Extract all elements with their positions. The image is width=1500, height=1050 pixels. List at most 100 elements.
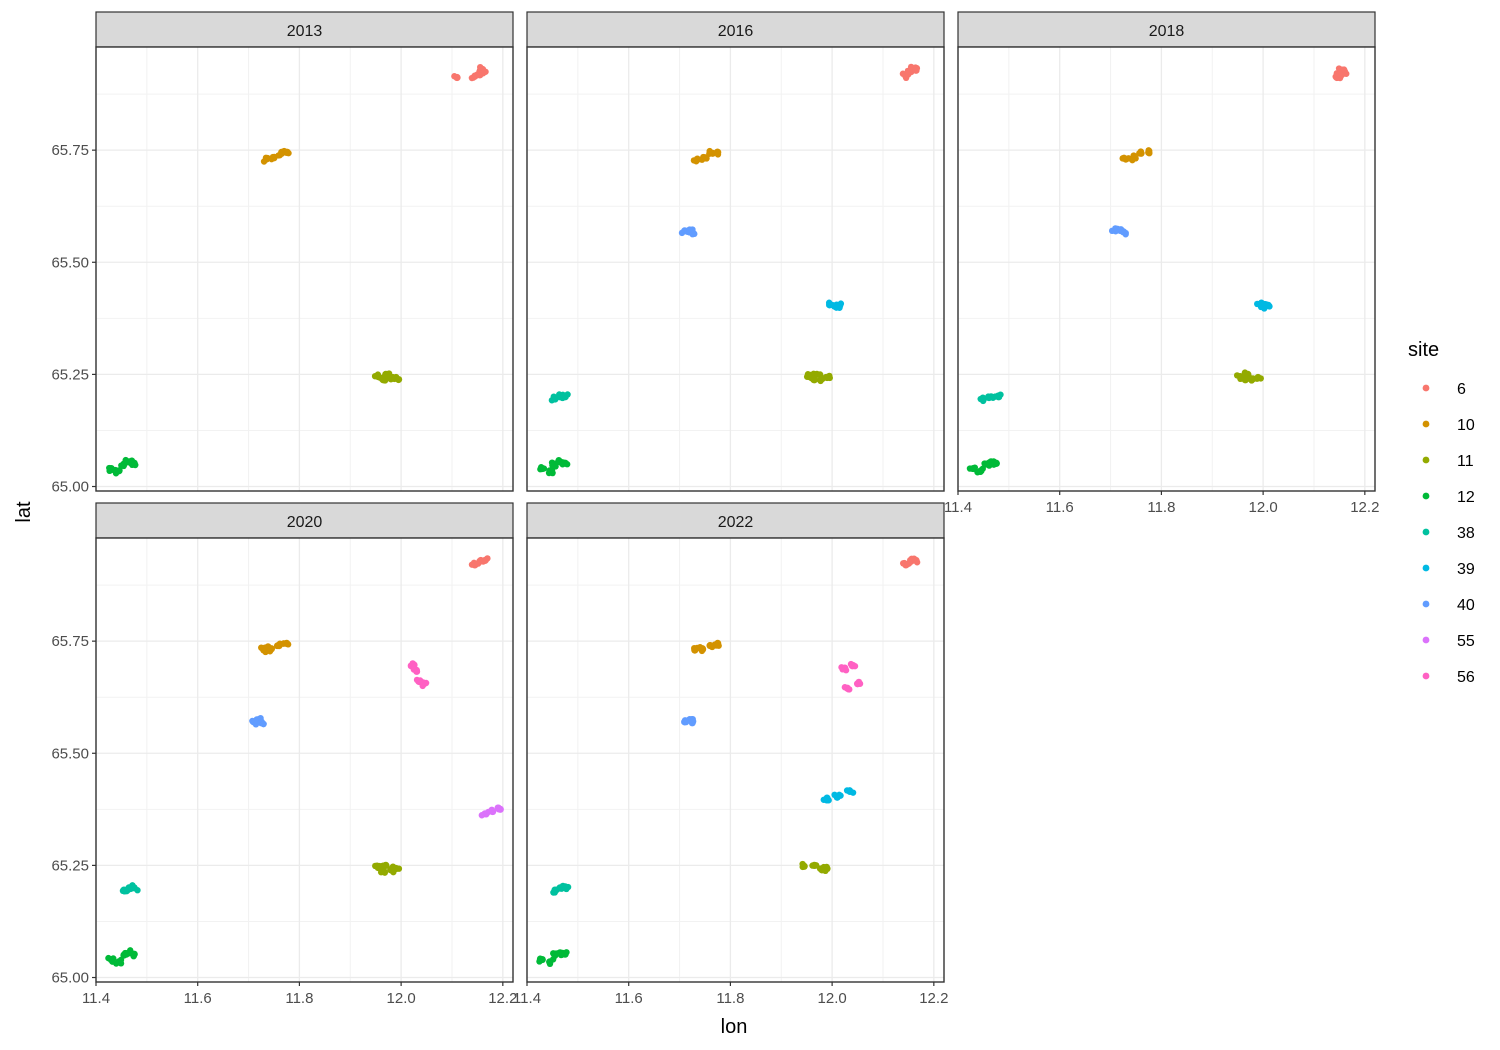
legend-label: 6 <box>1457 381 1466 398</box>
legend-item-55: 55 <box>1422 633 1475 650</box>
data-point-site-10 <box>1130 152 1137 159</box>
panel-background <box>527 47 944 491</box>
y-tick-label: 65.50 <box>51 745 89 762</box>
legend: site 6 10 11 12 38 39 40 55 56 <box>1408 339 1475 686</box>
data-point-site-6 <box>477 63 484 71</box>
data-point-site-12 <box>112 470 120 477</box>
data-point-site-56 <box>838 664 845 671</box>
data-point-site-11 <box>395 376 403 383</box>
facet-strip <box>526 11 945 48</box>
legend-item-38: 38 <box>1422 525 1475 542</box>
data-point-site-6 <box>912 66 920 74</box>
data-point-site-38 <box>979 394 987 401</box>
panel-background <box>527 538 944 982</box>
data-point-site-12 <box>546 958 553 966</box>
data-point-site-56 <box>847 660 855 668</box>
data-point-site-6 <box>453 74 460 81</box>
x-tick-label: 11.4 <box>513 990 541 1007</box>
data-point-site-12 <box>981 460 988 467</box>
data-point-site-12 <box>552 463 559 470</box>
data-point-site-39 <box>843 787 851 794</box>
data-point-site-12 <box>128 457 136 465</box>
legend-item-12: 12 <box>1422 489 1475 506</box>
x-tick-label: 12.0 <box>1249 499 1278 516</box>
panel-background <box>96 47 513 491</box>
facet-strip-label: 2013 <box>287 23 323 40</box>
facet-strip-label: 2022 <box>718 514 754 531</box>
data-point-site-12 <box>122 456 129 464</box>
x-tick-label: 12.0 <box>818 990 847 1007</box>
axes: 65.00 65.25 65.50 65.75 11.4 11.6 11.8 12.0 12.2… <box>51 142 1379 1007</box>
x-tick-label: 11.6 <box>615 990 643 1007</box>
x-tick-label: 12.2 <box>919 990 948 1007</box>
data-point-site-39 <box>1262 301 1269 308</box>
data-point-site-11 <box>812 862 819 869</box>
data-point-site-10 <box>262 154 270 161</box>
x-tick-label: 11.4 <box>82 990 110 1007</box>
data-point-site-10 <box>264 643 272 650</box>
data-point-site-11 <box>826 374 833 382</box>
data-point-site-12 <box>969 465 977 473</box>
data-point-site-10 <box>693 158 700 165</box>
data-point-site-12 <box>131 951 138 958</box>
data-point-site-12 <box>118 462 125 469</box>
data-point-site-12 <box>106 467 113 475</box>
panel-border <box>526 46 945 492</box>
data-point-site-12 <box>113 960 120 967</box>
legend-label: 39 <box>1457 561 1475 578</box>
data-point-site-40 <box>1117 226 1125 233</box>
data-point-site-11 <box>1242 376 1250 383</box>
data-point-site-10 <box>706 150 713 157</box>
data-point-site-39 <box>825 797 832 804</box>
data-point-site-10 <box>284 641 292 648</box>
data-point-site-39 <box>831 791 838 799</box>
facet-strip-label: 2020 <box>287 514 323 531</box>
data-point-site-11 <box>823 863 830 871</box>
legend-title: site <box>1408 339 1439 361</box>
legend-key <box>1422 384 1430 392</box>
y-tick-label: 65.00 <box>51 970 89 987</box>
data-point-site-40 <box>1122 229 1129 237</box>
panel-background <box>96 538 513 982</box>
data-point-site-56 <box>409 660 416 667</box>
data-point-site-39 <box>820 796 827 803</box>
data-point-site-38 <box>985 393 992 400</box>
panel-border <box>95 46 514 492</box>
legend-key <box>1422 528 1430 536</box>
data-point-site-56 <box>846 686 853 693</box>
y-tick-label: 65.50 <box>51 254 89 271</box>
data-point-site-40 <box>688 719 696 726</box>
data-point-site-38 <box>134 887 141 894</box>
data-point-site-12 <box>563 949 570 956</box>
legend-item-6: 6 <box>1422 381 1466 398</box>
y-tick-label: 65.25 <box>51 366 89 383</box>
data-point-site-10 <box>280 640 287 647</box>
data-point-site-12 <box>537 466 544 473</box>
facet-panel-2016: 2016 <box>526 11 945 492</box>
data-point-site-10 <box>714 148 722 156</box>
panel-border <box>957 46 1376 492</box>
legend-key <box>1422 420 1430 428</box>
legend-item-10: 10 <box>1422 417 1475 434</box>
data-point-site-39 <box>836 791 843 799</box>
legend-item-11: 11 <box>1422 453 1474 470</box>
data-point-site-56 <box>856 680 863 687</box>
y-tick-label: 65.75 <box>51 142 89 159</box>
facet-strip <box>957 11 1376 48</box>
data-point-site-12 <box>536 955 544 962</box>
y-tick-label: 65.00 <box>51 479 89 496</box>
x-tick-label: 12.2 <box>488 990 517 1007</box>
facet-strip-label: 2018 <box>1149 23 1185 40</box>
data-point-site-10 <box>274 642 281 649</box>
legend-key <box>1422 600 1430 608</box>
panel-border <box>526 537 945 983</box>
data-point-site-11 <box>799 860 806 868</box>
data-point-site-10 <box>715 642 722 649</box>
panel-background <box>958 47 1375 491</box>
data-point-site-12 <box>991 460 999 468</box>
data-point-site-10 <box>280 147 288 155</box>
x-tick-label: 11.8 <box>1147 499 1175 516</box>
data-point-site-55 <box>478 812 486 819</box>
legend-item-39: 39 <box>1422 561 1475 578</box>
